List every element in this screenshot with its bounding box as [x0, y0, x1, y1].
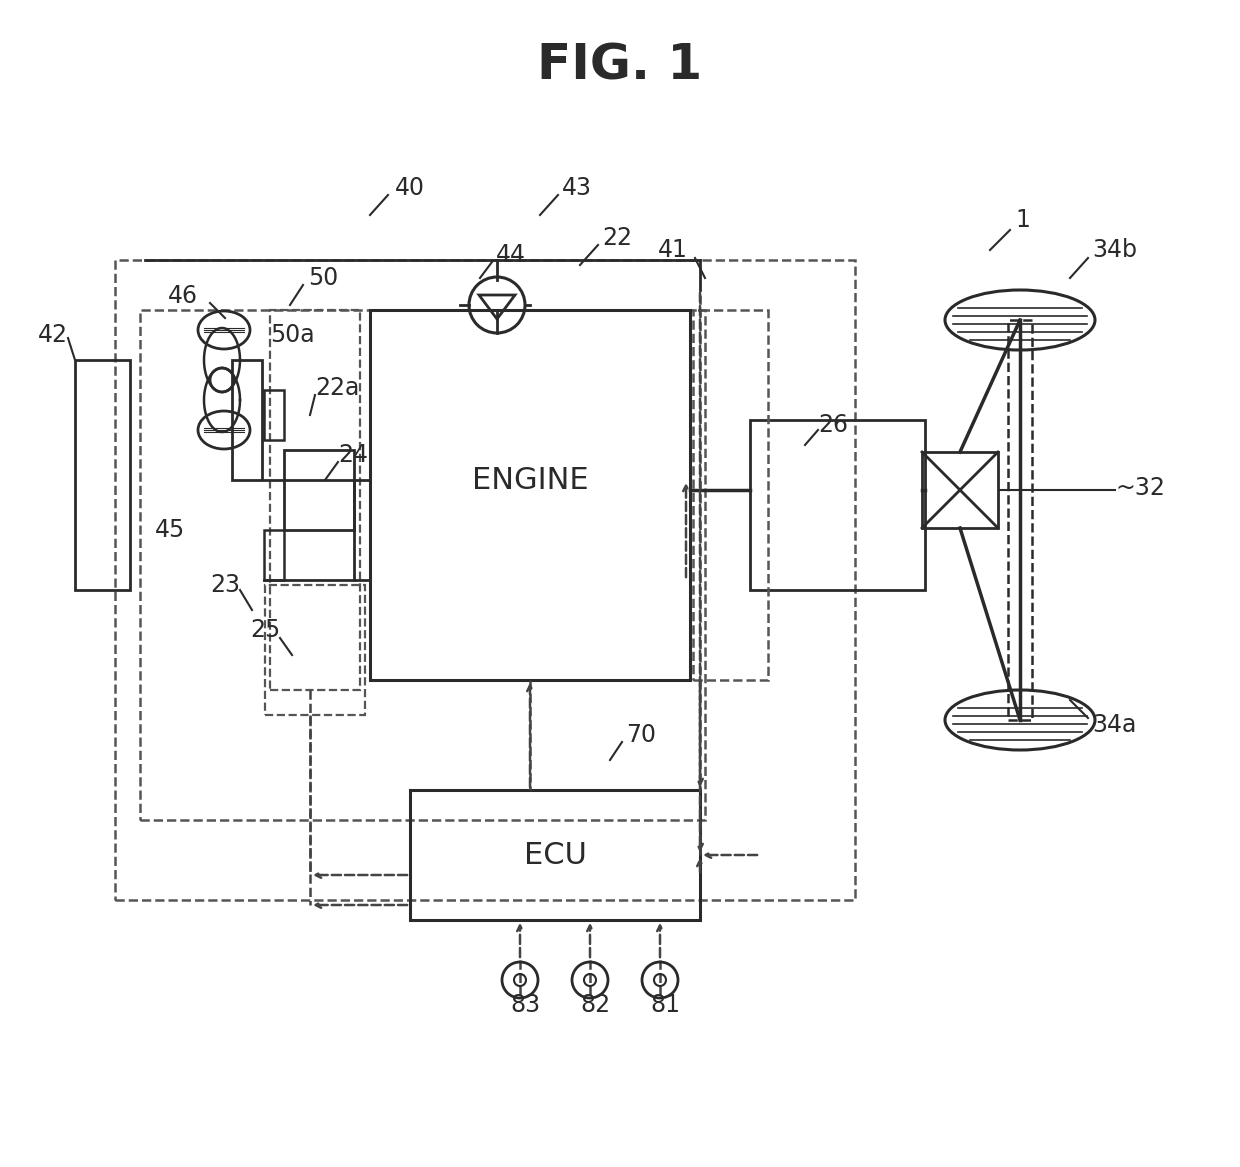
Text: 82: 82 [580, 993, 610, 1016]
Text: 1: 1 [1016, 208, 1030, 232]
Text: 50: 50 [308, 266, 339, 291]
Text: 44: 44 [496, 243, 526, 267]
Text: 34b: 34b [1092, 238, 1137, 263]
Text: 26: 26 [818, 413, 848, 436]
Text: 42: 42 [38, 323, 68, 347]
Text: 23: 23 [210, 573, 241, 598]
Text: ENGINE: ENGINE [471, 466, 588, 495]
Text: 81: 81 [650, 993, 680, 1016]
Bar [264, 530, 284, 580]
Text: 34a: 34a [1092, 713, 1136, 738]
Bar [264, 390, 284, 440]
Text: 46: 46 [167, 284, 198, 308]
Bar [370, 310, 689, 680]
Bar [232, 359, 262, 480]
Bar [750, 420, 925, 591]
Text: 43: 43 [562, 176, 591, 200]
Text: 83: 83 [510, 993, 541, 1016]
Bar [115, 260, 856, 900]
Bar [693, 310, 768, 680]
Text: 22: 22 [601, 226, 632, 250]
Text: FIG. 1: FIG. 1 [537, 41, 703, 89]
Text: 25: 25 [249, 619, 280, 642]
Text: 70: 70 [626, 724, 656, 747]
Bar [74, 359, 130, 591]
Bar [410, 790, 701, 920]
Text: ECU: ECU [523, 840, 587, 869]
Text: 41: 41 [658, 238, 688, 263]
Bar [270, 310, 360, 690]
Text: 50a: 50a [270, 323, 315, 347]
Bar [1008, 320, 1032, 720]
Bar [140, 310, 706, 820]
Text: 45: 45 [155, 518, 185, 541]
Text: 24: 24 [339, 443, 368, 467]
Text: 40: 40 [396, 176, 425, 200]
Text: ~32: ~32 [1115, 476, 1164, 499]
Bar [923, 452, 998, 527]
Bar [265, 585, 365, 715]
Bar [284, 450, 353, 530]
Text: 22a: 22a [315, 376, 360, 400]
